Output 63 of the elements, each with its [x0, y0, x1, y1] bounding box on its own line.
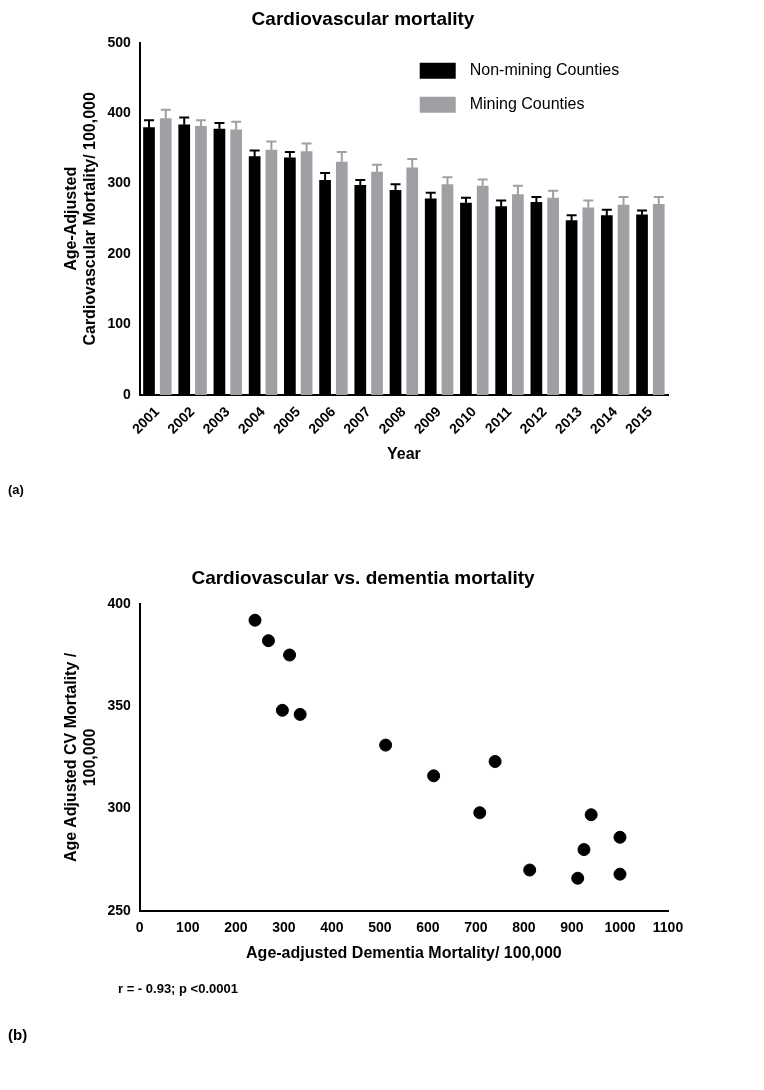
x-axis-title: Age-adjusted Dementia Mortality/ 100,000: [246, 943, 562, 961]
y-tick-label: 100: [107, 315, 131, 332]
x-tick-label: 800: [512, 919, 536, 936]
x-tick-label: 500: [368, 919, 392, 936]
bar: [230, 129, 243, 395]
point: [613, 830, 627, 844]
point: [261, 634, 275, 648]
point: [473, 806, 487, 820]
y-tick-label: 500: [107, 33, 131, 50]
bar: [335, 161, 348, 395]
point: [571, 871, 585, 885]
x-tick-label: 300: [272, 919, 296, 936]
bar: [547, 197, 559, 395]
chart-title: Cardiovascular mortality: [251, 7, 475, 29]
text: r = - 0.93; p <0.0001: [118, 981, 239, 996]
chart-title: Cardiovascular vs. dementia mortality: [191, 566, 536, 588]
point: [283, 648, 297, 662]
bar: [300, 151, 313, 395]
bar: [476, 185, 489, 395]
bar: [195, 125, 207, 395]
bar: [441, 184, 454, 395]
bar: [406, 167, 419, 395]
y-tick-label: 300: [107, 174, 131, 191]
y-tick-label: 400: [107, 104, 131, 121]
x-tick-label: 200: [224, 919, 248, 936]
y-tick-label: 350: [107, 697, 131, 714]
legend-label: Non-mining Counties: [469, 61, 620, 79]
bar: [617, 204, 630, 395]
point: [577, 843, 591, 857]
y-tick-label: 400: [107, 594, 131, 611]
y-axis-title: Age-Adjusted Cardiovascular Mortality/ 100,000: [62, 92, 99, 346]
y-tick-label: 250: [107, 901, 131, 918]
y-tick-label: 0: [122, 385, 131, 402]
point: [293, 707, 307, 721]
y-tick-label: 300: [107, 799, 131, 816]
legend-label: Mining Counties: [469, 95, 585, 113]
bar: [265, 149, 278, 395]
x-tick-label: 700: [464, 919, 488, 936]
x-tick-label: 600: [416, 919, 440, 936]
point: [427, 769, 441, 783]
point: [584, 808, 598, 822]
bar: [582, 207, 595, 395]
x-tick-label: 900: [560, 919, 584, 936]
point: [248, 613, 262, 627]
text: (b): [8, 1026, 29, 1043]
bar: [371, 171, 383, 395]
x-tick-label: 1000: [604, 919, 636, 936]
point: [379, 738, 393, 752]
x-tick-label: 0: [135, 919, 144, 936]
x-tick-label: 1100: [652, 919, 684, 936]
bar: [652, 204, 665, 395]
point: [523, 863, 537, 877]
x-axis-title: Year: [386, 444, 421, 462]
x-tick-label: 400: [320, 919, 344, 936]
bar: [159, 118, 172, 395]
y-axis-title: Age Adjusted CV Mortality / 100,000: [62, 652, 99, 862]
point: [275, 703, 289, 717]
x-tick-label: 100: [176, 919, 200, 936]
text: (a): [8, 482, 25, 497]
bar: [512, 194, 524, 395]
y-tick-label: 200: [107, 244, 131, 261]
point: [488, 755, 502, 768]
point: [613, 867, 627, 881]
